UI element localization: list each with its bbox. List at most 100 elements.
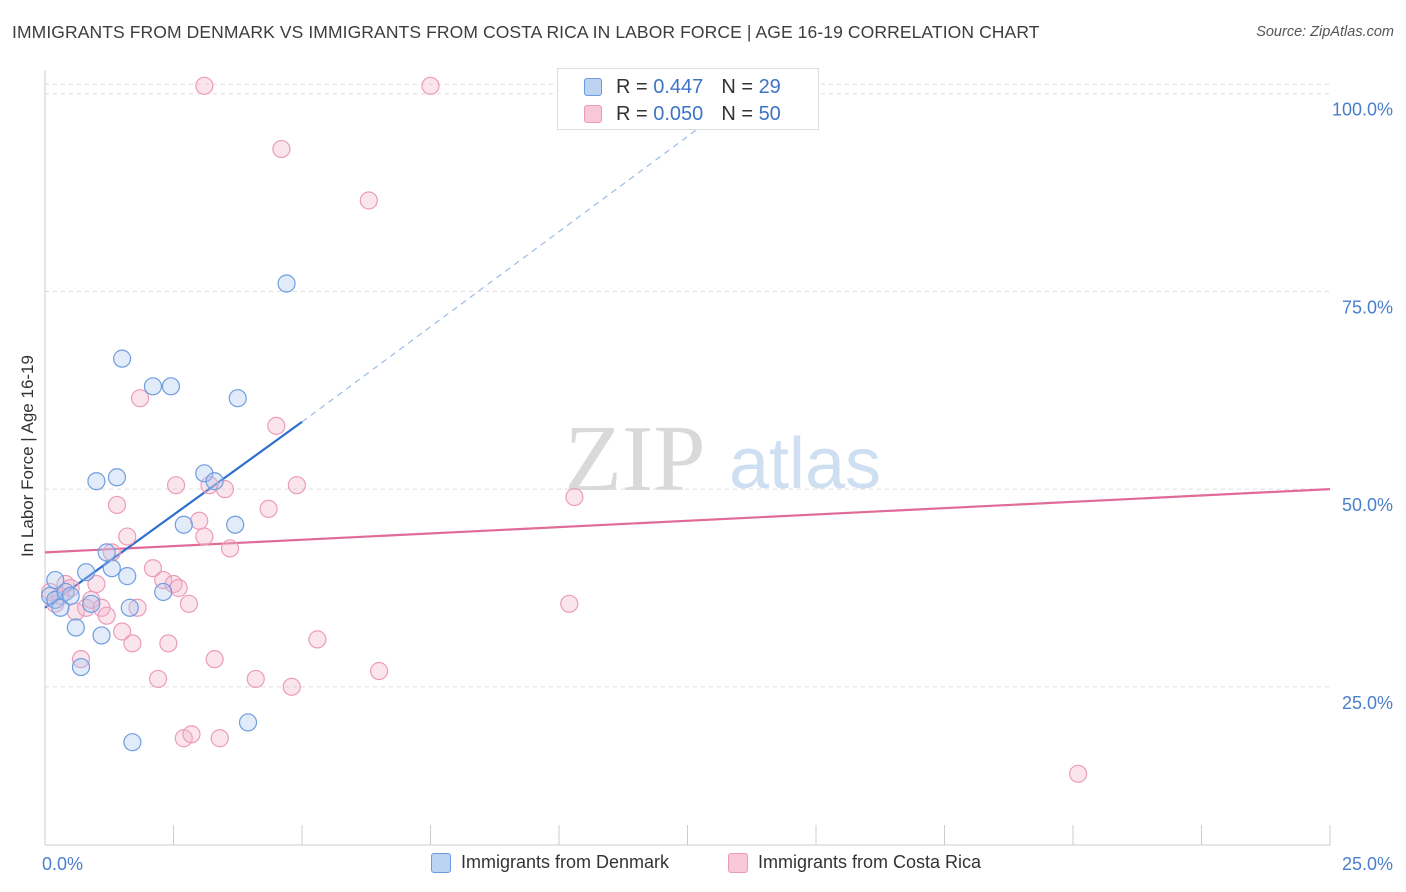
y-axis-label: In Labor Force | Age 16-19 [18, 355, 37, 557]
y-tick-label: 50.0% [1342, 495, 1393, 515]
legend-r-label: R = [616, 75, 648, 98]
point-denmark [92, 626, 111, 645]
point-costa-rica [182, 725, 201, 744]
point-denmark [97, 543, 116, 562]
y-tick-label: 100.0% [1332, 100, 1393, 120]
point-costa-rica [159, 634, 178, 653]
tick-labels: 25.0% 50.0% 75.0% 100.0% 0.0% 25.0% [42, 100, 1393, 874]
series-swatch-costa-rica [728, 852, 748, 873]
point-costa-rica [130, 389, 150, 408]
x-tick-label-max: 25.0% [1342, 854, 1393, 874]
point-denmark [226, 515, 245, 534]
watermark-zip: ZIP [565, 407, 706, 511]
point-denmark [123, 733, 142, 752]
legend-n-value-costa-rica: 50 [758, 102, 781, 125]
point-costa-rica [118, 527, 137, 546]
point-costa-rica [1069, 764, 1088, 783]
point-denmark [277, 274, 296, 293]
data-points [41, 76, 1088, 783]
stats-legend: R = 0.447 N = 29 R = 0.050 N = 50 [557, 68, 819, 130]
chart-title: IMMIGRANTS FROM DENMARK VS IMMIGRANTS FR… [12, 22, 1040, 42]
point-costa-rica [210, 729, 229, 748]
point-costa-rica [560, 594, 579, 613]
point-costa-rica [169, 578, 188, 598]
grid-lines [45, 83, 1330, 688]
point-denmark [61, 586, 80, 605]
series-swatch-denmark [431, 852, 451, 873]
point-costa-rica [205, 650, 224, 669]
point-costa-rica [166, 476, 186, 495]
point-costa-rica [370, 661, 389, 681]
point-costa-rica [359, 191, 378, 210]
legend-r-value-costa-rica: 0.050 [653, 102, 704, 125]
y-tick-label: 25.0% [1342, 693, 1393, 713]
point-denmark [228, 389, 247, 408]
series-legend-denmark[interactable]: Immigrants from Denmark [431, 852, 669, 873]
trend-line-denmark [44, 421, 303, 609]
point-denmark [46, 570, 65, 590]
point-costa-rica [195, 527, 214, 546]
point-denmark [118, 567, 137, 586]
watermark-atlas: atlas [729, 424, 881, 504]
axes [44, 70, 1331, 846]
point-denmark [71, 657, 91, 677]
point-denmark [87, 472, 106, 491]
point-denmark [112, 349, 132, 368]
point-costa-rica [102, 543, 121, 562]
point-denmark [102, 559, 121, 578]
series-legend-costa-rica[interactable]: Immigrants from Costa Rica [728, 852, 981, 873]
legend-swatch-costa-rica [584, 105, 602, 123]
source-label: Source: ZipAtlas.com [1256, 24, 1394, 40]
legend-n-label: N = [721, 75, 753, 98]
point-costa-rica [308, 630, 327, 649]
point-denmark [161, 377, 181, 396]
series-legend: Immigrants from Denmark Immigrants from … [0, 852, 1406, 878]
point-denmark [107, 468, 127, 487]
trend-lines [44, 116, 1331, 609]
point-costa-rica [195, 76, 214, 95]
legend-row-denmark: R = 0.447 N = 29 [584, 75, 781, 99]
point-costa-rica [107, 495, 127, 515]
point-costa-rica [287, 476, 306, 495]
point-costa-rica [148, 669, 168, 689]
legend-r-value-denmark: 0.447 [653, 75, 704, 98]
point-denmark [205, 472, 224, 491]
point-denmark [77, 563, 96, 582]
legend-swatch-denmark [584, 78, 602, 96]
watermark: ZIP atlas [565, 407, 882, 511]
x-tick-label-min: 0.0% [42, 854, 83, 874]
point-costa-rica [259, 499, 278, 519]
point-costa-rica [97, 606, 116, 625]
point-costa-rica [112, 622, 132, 641]
point-costa-rica [123, 634, 142, 653]
legend-n-value-denmark: 29 [758, 75, 781, 98]
series-label-denmark: Immigrants from Denmark [461, 852, 670, 872]
point-costa-rica [143, 559, 163, 578]
point-costa-rica [87, 574, 106, 594]
point-denmark [82, 594, 101, 613]
point-costa-rica [179, 594, 199, 613]
point-costa-rica [128, 598, 147, 617]
point-denmark [154, 582, 173, 602]
trend-line-denmark-extension [301, 116, 714, 423]
y-tick-label: 75.0% [1342, 297, 1393, 317]
legend-row-costa-rica: R = 0.050 N = 50 [584, 102, 781, 126]
point-costa-rica [272, 139, 291, 159]
point-denmark [120, 598, 139, 617]
point-denmark [66, 618, 85, 637]
point-costa-rica [421, 76, 440, 95]
point-denmark [174, 515, 193, 534]
point-denmark [238, 713, 258, 732]
point-costa-rica [190, 511, 209, 530]
legend-n-label: N = [721, 102, 753, 125]
series-label-costa-rica: Immigrants from Costa Rica [758, 852, 982, 872]
trend-line-costa-rica [44, 488, 1331, 554]
point-costa-rica [565, 487, 584, 507]
point-costa-rica [246, 669, 265, 689]
point-costa-rica [267, 416, 286, 435]
legend-r-label: R = [616, 102, 648, 125]
point-costa-rica [220, 539, 240, 558]
point-costa-rica [282, 677, 301, 696]
point-denmark [143, 377, 163, 396]
